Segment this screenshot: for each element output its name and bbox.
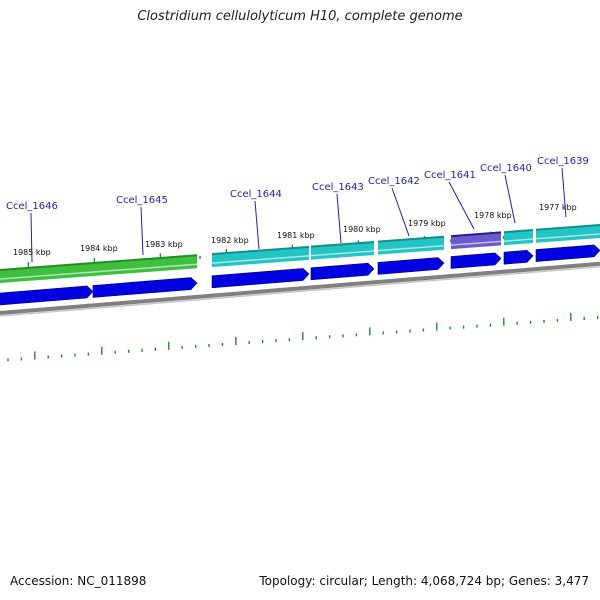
gene-bar-highlight [310, 250, 375, 257]
cds-arrow [503, 250, 534, 265]
gene-bar-highlight [503, 238, 534, 242]
kbp-label: 1979 kbp [408, 219, 446, 228]
gene-label: Ccel_1642 [368, 176, 420, 187]
gene-bar-highlight [450, 240, 502, 246]
accession-text: Accession: NC_011898 [10, 574, 147, 588]
cds-track [0, 244, 600, 306]
cds-arrow [310, 262, 375, 281]
gene-bar [0, 255, 197, 283]
kbp-label: 1984 kbp [80, 244, 118, 253]
gene-bar-highlight [0, 263, 198, 280]
cds-arrow [211, 268, 310, 289]
gene-callout-line [254, 200, 260, 250]
kbp-label: 1980 kbp [343, 225, 381, 234]
gene-bar-edge [503, 229, 534, 234]
cds-arrow [535, 244, 600, 262]
gene-bar-edge [377, 235, 445, 243]
gene-label: Ccel_1646 [6, 201, 58, 212]
gene-label: Ccel_1640 [480, 163, 532, 174]
kbp-label: 1977 kbp [539, 203, 577, 212]
gene-label: Ccel_1639 [537, 156, 589, 167]
gene-label: Ccel_1643 [312, 182, 364, 193]
gene-bar-edge [211, 245, 310, 256]
gene-bar-highlight [211, 255, 310, 264]
map-title: Clostridium cellulolyticum H10, complete… [137, 9, 463, 24]
gene-bar-edge [310, 240, 375, 248]
cds-arrow [377, 257, 445, 275]
gene-track [0, 224, 600, 283]
gene-callout-line [30, 212, 33, 263]
kbp-label: 1985 kbp [13, 248, 51, 257]
gene-label: Ccel_1644 [230, 189, 282, 200]
kbp-label: 1983 kbp [145, 240, 183, 249]
gene-bar-edge [450, 231, 502, 238]
gene-callout-line [140, 206, 144, 256]
gene-bar-edge [0, 254, 198, 271]
kbp-labels: 1985 kbp 1984 kbp 1983 kbp 1982 kbp 1981 kbp… [13, 203, 577, 257]
gene-callout-line [391, 187, 410, 237]
cds-arrow [0, 285, 94, 306]
genome-summary-text: Topology: circular; Length: 4,068,724 bp… [259, 574, 589, 588]
genome-backbone [0, 261, 600, 317]
gene-callout-line [561, 167, 567, 218]
kbp-label: 1978 kbp [474, 211, 512, 220]
cds-arrow [92, 277, 198, 298]
gene-callout-line [336, 193, 342, 244]
inner-tick-track [7, 312, 599, 362]
gene-label: Ccel_1645 [116, 195, 168, 206]
gene-bar-edge [535, 224, 600, 231]
backbone-shadow [0, 266, 600, 317]
gene-label: Ccel_1641 [424, 170, 476, 181]
gene-bar-highlight [535, 233, 600, 240]
gene-callout-line [448, 181, 475, 230]
kbp-label: 1982 kbp [211, 236, 249, 245]
gene-callout-line [504, 174, 516, 224]
cds-arrow [450, 252, 502, 269]
gene-callouts: Ccel_1646 Ccel_1645 Ccel_1644 Ccel_1643 Ccel… [6, 156, 589, 263]
backbone-line [0, 261, 600, 315]
gene-bar-highlight [377, 244, 445, 252]
kbp-label: 1981 kbp [277, 231, 315, 240]
